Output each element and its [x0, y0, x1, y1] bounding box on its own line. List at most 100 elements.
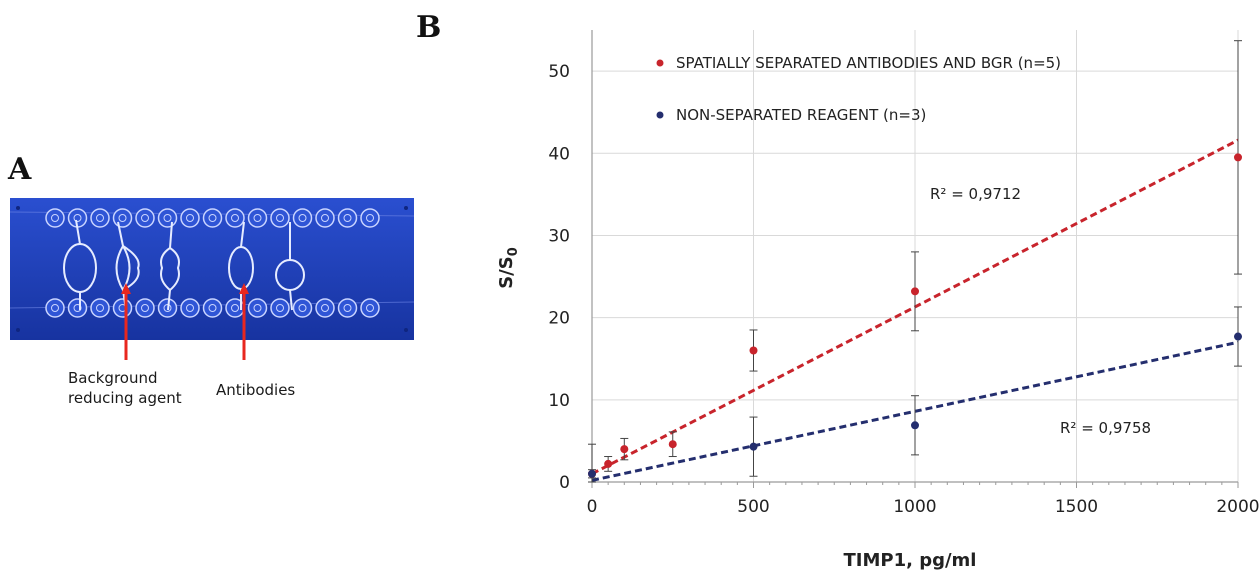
- antibodies-arrow-head: [239, 283, 249, 294]
- well: [247, 208, 268, 228]
- data-point-1: [911, 421, 919, 430]
- r2-label-0: R² = 0,9712: [930, 185, 1021, 203]
- background-caption: Background reducing agent: [68, 368, 182, 408]
- well-inner: [141, 214, 149, 222]
- well-inner: [118, 214, 127, 222]
- top-well-row: [45, 208, 380, 228]
- data-point-1: [749, 442, 758, 451]
- y-axis-title-sub: 0: [506, 247, 521, 256]
- y-tick-label: 10: [548, 391, 570, 411]
- data-point-0: [668, 440, 677, 449]
- well-inner: [208, 214, 217, 222]
- data-points: [588, 153, 1242, 478]
- well: [337, 208, 358, 228]
- x-tick-label: 0: [587, 497, 598, 517]
- r2-label-1: R² = 0,9758: [1060, 419, 1151, 437]
- well-inner: [231, 214, 239, 222]
- data-point-0: [911, 287, 919, 296]
- well-inner: [96, 214, 104, 222]
- y-tick-label: 50: [548, 62, 570, 82]
- data-point-0: [1234, 153, 1242, 162]
- well: [180, 208, 200, 228]
- x-axis-title: TIMP1, pg/ml: [844, 550, 977, 571]
- axes: [591, 30, 1239, 488]
- well: [292, 208, 313, 228]
- legend-marker-0: [656, 59, 664, 67]
- well: [202, 208, 223, 228]
- y-axis-title-main: S/S: [496, 256, 517, 289]
- bottom-well-row: [45, 298, 380, 318]
- well: [135, 208, 155, 228]
- well-inner: [253, 304, 262, 312]
- well-inner: [343, 304, 352, 312]
- well: [337, 298, 358, 318]
- data-point-1: [1234, 332, 1242, 341]
- y-axis-title: S/S0: [496, 247, 521, 289]
- well-inner: [253, 214, 262, 222]
- well: [270, 208, 290, 228]
- well: [247, 298, 268, 318]
- well-inner: [366, 214, 374, 222]
- x-tick-label: 500: [737, 497, 769, 517]
- well-inner: [231, 304, 239, 312]
- well-inner: [96, 304, 104, 312]
- well-inner: [141, 304, 149, 312]
- data-point-0: [620, 445, 629, 454]
- well-inner: [276, 214, 284, 222]
- well-inner: [321, 304, 329, 312]
- well-inner: [298, 304, 307, 312]
- well-inner: [51, 214, 59, 222]
- y-tick-label: 30: [548, 226, 570, 246]
- well-inner: [51, 304, 59, 312]
- antibodies-caption: Antibodies: [216, 381, 296, 399]
- well: [360, 298, 380, 318]
- data-point-0: [749, 346, 758, 355]
- well: [90, 208, 110, 228]
- data-point-1: [588, 469, 596, 478]
- panel-b-label: B: [416, 10, 442, 45]
- well: [45, 208, 65, 228]
- legend-label-0: SPATIALLY SEPARATED ANTIBODIES AND BGR (…: [676, 54, 1061, 72]
- well-inner: [163, 214, 172, 222]
- well-inner: [276, 304, 284, 312]
- well: [202, 298, 223, 318]
- well-inner: [321, 214, 329, 222]
- well: [315, 298, 335, 318]
- well-inner: [366, 304, 374, 312]
- x-tick-label: 2000: [1216, 497, 1259, 517]
- background-caption-line1: Background: [68, 369, 158, 387]
- well-inner: [343, 214, 352, 222]
- background-arrow-head: [121, 283, 131, 294]
- well: [180, 298, 200, 318]
- well: [292, 298, 313, 318]
- legend-label-1: NON-SEPARATED REAGENT (n=3): [676, 106, 926, 124]
- panel-a-label: A: [8, 152, 32, 187]
- well-inner: [208, 304, 217, 312]
- well-inner: [73, 214, 82, 222]
- x-tick-label: 1000: [893, 497, 936, 517]
- annotations: R² = 0,9712 R² = 0,9758: [930, 185, 1151, 437]
- legend-marker-1: [656, 111, 664, 119]
- y-tick-label: 40: [548, 144, 570, 164]
- y-tick-label: 20: [548, 309, 570, 329]
- y-tick-label: 0: [559, 473, 570, 493]
- legend: SPATIALLY SEPARATED ANTIBODIES AND BGR (…: [656, 54, 1061, 124]
- well: [270, 298, 290, 318]
- well-inner: [186, 304, 194, 312]
- x-tick-label: 1500: [1055, 497, 1098, 517]
- well-inner: [186, 214, 194, 222]
- well: [360, 208, 380, 228]
- well: [90, 298, 110, 318]
- background-caption-line2: reducing agent: [68, 389, 182, 407]
- well: [67, 298, 88, 318]
- well: [225, 208, 245, 228]
- well-inner: [163, 304, 172, 312]
- well: [135, 298, 155, 318]
- microfluidic-chip-photo: [10, 198, 414, 340]
- data-point-0: [604, 459, 613, 468]
- well: [315, 208, 335, 228]
- well-inner: [298, 214, 307, 222]
